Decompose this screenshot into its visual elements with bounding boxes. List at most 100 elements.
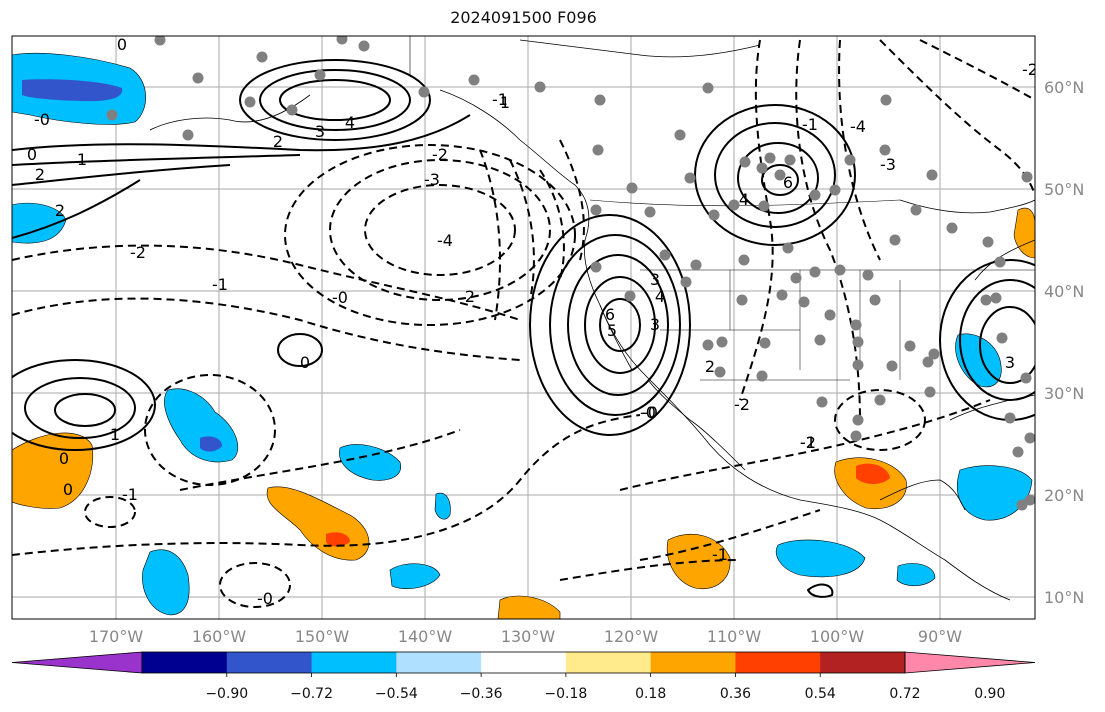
station-marker (910, 204, 922, 216)
station-marker (256, 51, 268, 63)
colorbar-max-extension (904, 651, 1036, 674)
station-marker (850, 319, 862, 331)
station-marker (759, 337, 771, 349)
station-marker (590, 204, 602, 216)
station-marker (244, 96, 256, 108)
station-marker (1004, 412, 1016, 424)
station-marker (1024, 432, 1035, 444)
station-marker (756, 370, 768, 382)
station-marker (798, 296, 810, 308)
colorbar-tick-label: −0.36 (460, 686, 503, 702)
dashed-contour-label: -4 (437, 231, 453, 250)
dashed-contour-label: -0 (257, 589, 273, 608)
station-marker (869, 294, 881, 306)
colorbar-tick-label: 0.54 (805, 686, 836, 702)
station-marker (816, 396, 828, 408)
solid-contour-label: 4 (739, 190, 749, 209)
colorbar-tick-label: 0.72 (889, 686, 920, 702)
station-marker (764, 152, 776, 164)
station-marker (192, 72, 204, 84)
longitude-label: 110°W (707, 627, 762, 646)
longitude-labels: 170°W 160°W 150°W 140°W 130°W 120°W 110°W 100°W… (89, 627, 962, 646)
colorbar-tick-label: −0.72 (290, 686, 333, 702)
station-marker (889, 234, 901, 246)
station-marker (782, 242, 794, 254)
station-marker (644, 206, 656, 218)
solid-contour-label: 6 (783, 173, 793, 192)
station-marker (994, 256, 1006, 268)
longitude-label: 120°W (604, 627, 659, 646)
station-marker (1016, 499, 1028, 511)
station-marker (106, 109, 118, 121)
station-marker (1021, 171, 1033, 183)
longitude-label: 150°W (295, 627, 350, 646)
dashed-contour-label: -0 (34, 110, 50, 129)
solid-contour-label: 2 (465, 287, 475, 306)
station-marker (852, 336, 864, 348)
longitude-label: 170°W (89, 627, 144, 646)
dashed-contour-label: -1 (122, 485, 138, 504)
colorbar: −0.90 −0.72 −0.54 −0.36 −0.18 0.18 0.36 0.54 0.7… (11, 651, 1036, 702)
strong-positive-region (856, 463, 890, 484)
station-marker (702, 82, 714, 94)
solid-contour-label: 1 (500, 93, 510, 112)
solid-contour-label: 4 (345, 113, 355, 132)
dashed-contour-label: -0 (332, 288, 348, 307)
station-marker (739, 156, 751, 168)
colorbar-segment (735, 652, 821, 673)
negative-region (896, 563, 936, 587)
negative-region (142, 549, 190, 616)
colorbar-tick-label: 0.18 (635, 686, 666, 702)
station-marker (684, 172, 696, 184)
dashed-contour-label: -1 (712, 545, 728, 564)
station-marker (674, 129, 686, 141)
solid-contour-label: 0 (300, 353, 310, 372)
negative-region (389, 563, 441, 589)
station-marker (286, 104, 298, 116)
strong-negative-region (200, 436, 222, 452)
latitude-label: 20°N (1044, 486, 1084, 505)
station-marker (886, 360, 898, 372)
station-marker (756, 162, 768, 174)
positive-region (666, 533, 731, 590)
station-marker (736, 294, 748, 306)
dashed-contour-label: -4 (850, 117, 866, 136)
latitude-label: 30°N (1044, 384, 1084, 403)
solid-contour-label: 6 (605, 305, 615, 324)
colorbar-min-extension (11, 651, 143, 674)
anomaly-shading (12, 52, 1035, 619)
station-marker (922, 356, 934, 368)
solid-contour-label: 2 (273, 132, 283, 151)
station-marker (626, 182, 638, 194)
latitude-label: 10°N (1044, 588, 1084, 607)
solid-contour-label: 3 (650, 270, 660, 289)
station-marker (809, 266, 821, 278)
station-marker (814, 334, 826, 346)
colorbar-tick-label: 0.36 (720, 686, 751, 702)
station-marker (314, 69, 326, 81)
station-marker (534, 81, 546, 93)
station-marker (880, 94, 892, 106)
station-marker (790, 272, 802, 284)
station-marker (594, 94, 606, 106)
station-marker (680, 276, 692, 288)
station-marker (154, 36, 166, 46)
latitude-labels: 60°N 50°N 40°N 30°N 20°N 10°N (1044, 78, 1084, 607)
solid-contour-label: 3 (315, 122, 325, 141)
station-marker (1024, 494, 1035, 506)
latitude-label: 50°N (1044, 180, 1084, 199)
station-marker (879, 144, 891, 156)
colorbar-tick-label: −0.18 (544, 686, 587, 702)
station-marker (926, 169, 938, 181)
strong-negative-region (22, 79, 123, 102)
solid-contour-label: 2 (705, 357, 715, 376)
station-marker (728, 199, 740, 211)
station-marker (809, 189, 821, 201)
station-marker (850, 430, 862, 442)
station-marker (624, 290, 636, 302)
station-marker (1020, 372, 1032, 384)
station-marker (590, 261, 602, 273)
solid-contour-label: 2 (55, 201, 65, 220)
